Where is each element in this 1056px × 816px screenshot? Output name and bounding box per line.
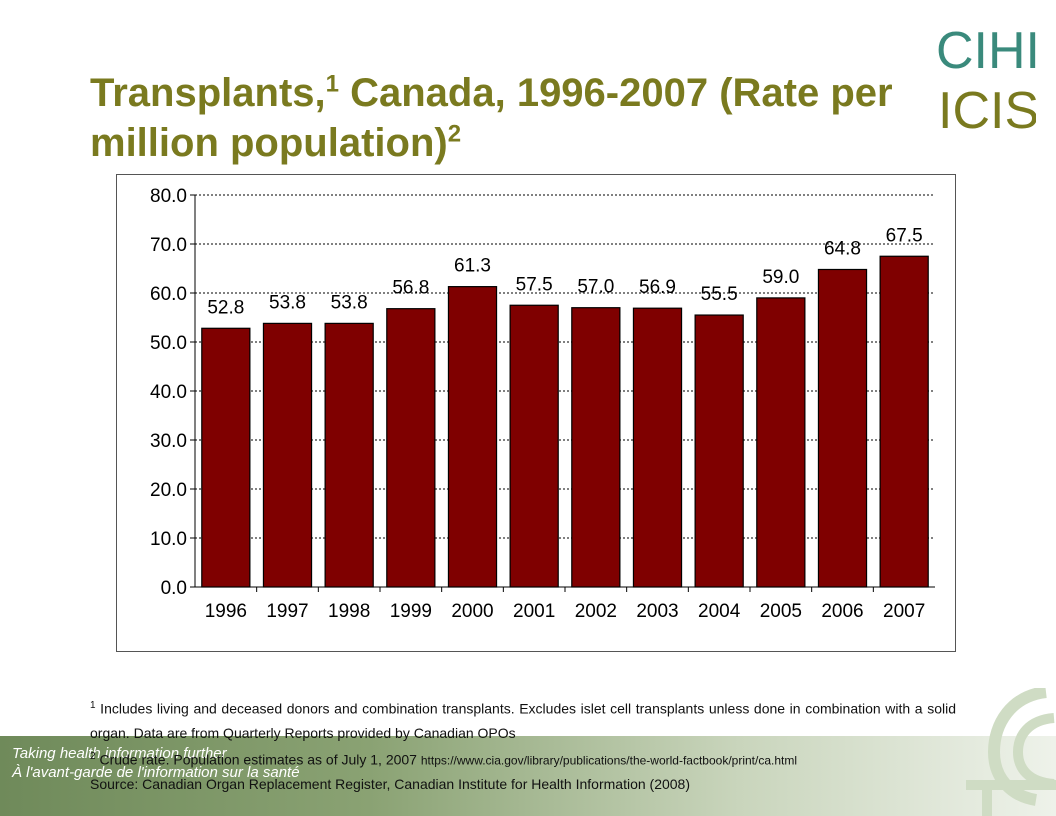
- x-tick-label: 2004: [698, 601, 741, 622]
- data-label: 55.5: [701, 284, 738, 305]
- data-label: 52.8: [207, 297, 244, 318]
- x-tick-label: 1999: [390, 601, 432, 622]
- footer-band: [0, 736, 1056, 816]
- tagline-en: Taking health information further: [12, 745, 227, 762]
- bar: [632, 307, 683, 588]
- x-tick-label: 2002: [575, 601, 617, 622]
- title-text-1: Transplants,: [90, 71, 326, 115]
- bar: [324, 322, 374, 588]
- x-tick-label: 1997: [266, 601, 308, 622]
- bar: [694, 314, 744, 588]
- footnote-1: 1 Includes living and deceased donors an…: [90, 694, 956, 745]
- decorative-emblem: [966, 688, 1056, 816]
- footnote-2-number: 2: [90, 750, 96, 762]
- footnote-2-url[interactable]: https://www.cia.gov/library/publications…: [420, 753, 798, 768]
- data-label: 67.5: [886, 225, 923, 246]
- tagline-fr: À l'avant-garde de l'information sur la …: [12, 764, 300, 781]
- title-text-2: Canada, 1996-2007 (Rate per million popu…: [90, 71, 893, 165]
- bar: [201, 327, 251, 588]
- chart-area: 0.0 10.0 20.0 30.0 40.0 50.0 60.0 70.0 80.0 52.8 1…: [116, 174, 956, 652]
- y-tick-label: 30.0: [150, 431, 187, 452]
- y-tick-label: 10.0: [150, 529, 187, 550]
- y-tick-label: 20.0: [150, 480, 187, 501]
- cihi-logo: CIHI ICIS: [936, 22, 1036, 134]
- bar: [879, 255, 929, 588]
- logo-line-1: CIHI: [936, 22, 1036, 80]
- y-tick-label: 80.0: [150, 186, 187, 207]
- data-label: 53.8: [331, 292, 368, 313]
- x-tick-label: 2001: [513, 601, 555, 622]
- y-tick-label: 60.0: [150, 284, 187, 305]
- y-tick-label: 0.0: [161, 578, 187, 599]
- data-label: 56.9: [639, 277, 676, 298]
- x-tick-label: 2003: [636, 601, 678, 622]
- data-label: 53.8: [269, 292, 306, 313]
- x-tick-label: 1996: [205, 601, 247, 622]
- data-label: 64.8: [824, 238, 861, 259]
- title-footnote-1: 1: [325, 70, 339, 98]
- data-label: 57.0: [577, 277, 614, 298]
- x-tick-label: 2000: [451, 601, 493, 622]
- bar: [509, 304, 559, 588]
- y-tick-label: 50.0: [150, 333, 187, 354]
- footnote-2-text: Crude rate. Population estimates as of J…: [95, 751, 421, 768]
- x-tick-label: 2007: [883, 601, 925, 622]
- bar: [571, 307, 621, 588]
- x-tick-label: 2006: [821, 601, 863, 622]
- y-tick-label: 70.0: [150, 235, 187, 256]
- footnote-2: 2 Crude rate. Population estimates as of…: [90, 745, 956, 773]
- footnote-1-number: 1: [90, 700, 96, 711]
- footnotes: 1 Includes living and deceased donors an…: [90, 694, 956, 796]
- bar: [756, 297, 806, 588]
- bar: [817, 268, 868, 588]
- bar: [386, 308, 436, 588]
- title-footnote-2: 2: [447, 120, 462, 148]
- data-label: 56.8: [392, 278, 429, 299]
- y-tick-label: 40.0: [150, 382, 187, 403]
- data-label: 59.0: [762, 267, 799, 288]
- chart-title: Transplants,1 Canada, 1996-2007 (Rate pe…: [90, 68, 970, 168]
- data-label: 57.5: [516, 274, 553, 295]
- footnote-1-text: Includes living and deceased donors and …: [90, 700, 956, 741]
- x-tick-label: 1998: [328, 601, 370, 622]
- bar: [447, 286, 498, 588]
- logo-line-2: ICIS: [938, 82, 1036, 134]
- bar: [262, 322, 313, 588]
- tagline: Taking health information further À l'av…: [12, 744, 300, 782]
- data-label: 61.3: [454, 256, 491, 277]
- source-note: Source: Canadian Organ Replacement Regis…: [90, 776, 691, 793]
- x-tick-label: 2005: [760, 601, 802, 622]
- bar-chart: 0.0 10.0 20.0 30.0 40.0 50.0 60.0 70.0 80.0 52.8 1…: [150, 186, 935, 622]
